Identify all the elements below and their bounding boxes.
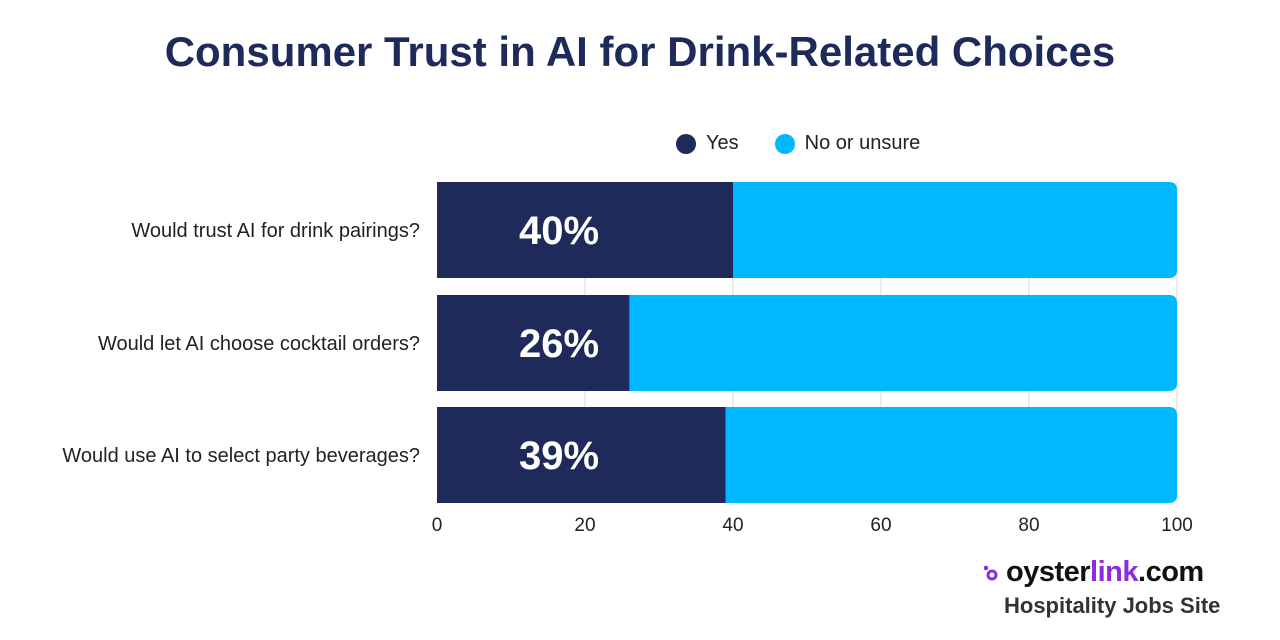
data-label-yes-2: 26% (519, 322, 599, 366)
x-tick-label-40: 40 (722, 515, 743, 536)
legend-item-yes: Yes (676, 132, 739, 155)
legend-label-yes: Yes (706, 132, 739, 154)
legend-item-no-or-unsure: No or unsure (774, 132, 921, 155)
x-tick-label-80: 80 (1018, 515, 1039, 536)
data-label-yes-3: 39% (519, 434, 599, 478)
logo-prefix: oyster (1006, 556, 1091, 588)
category-label-3: Would use AI to select party beverages? (62, 445, 420, 467)
legend-swatch-yes (676, 133, 696, 154)
bar-no-or-unsure-3 (725, 407, 1177, 503)
x-tick-label-0: 0 (432, 515, 443, 536)
x-tick-label-60: 60 (870, 515, 891, 536)
bar-no-or-unsure-1 (733, 182, 1177, 278)
logo-accent: link (1090, 556, 1139, 588)
legend-label-no-or-unsure: No or unsure (804, 132, 921, 154)
x-tick-label-100: 100 (1161, 515, 1193, 536)
bar-yes-1 (437, 182, 733, 278)
category-label-1: Would trust AI for drink pairings? (131, 220, 420, 242)
logo-suffix: .com (1138, 556, 1204, 588)
oysterlink-logo: oyster link .com Hospitality Jobs Site (982, 556, 1242, 619)
bar-yes-2 (437, 295, 630, 391)
logo-wordmark: oyster link .com (982, 556, 1242, 589)
bar-no-or-unsure-2 (629, 295, 1177, 391)
x-tick-label-20: 20 (574, 515, 595, 536)
chart-title: Consumer Trust in AI for Drink-Related C… (164, 28, 1116, 75)
legend-swatch-no-or-unsure (774, 133, 795, 154)
data-label-yes-1: 40% (519, 209, 599, 253)
legend: Yes No or unsure (676, 132, 920, 155)
logo-mark-icon (983, 565, 998, 580)
logo-tagline: Hospitality Jobs Site (1004, 593, 1221, 618)
category-label-2: Would let AI choose cocktail orders? (98, 333, 420, 355)
bar-yes-3 (437, 407, 726, 503)
